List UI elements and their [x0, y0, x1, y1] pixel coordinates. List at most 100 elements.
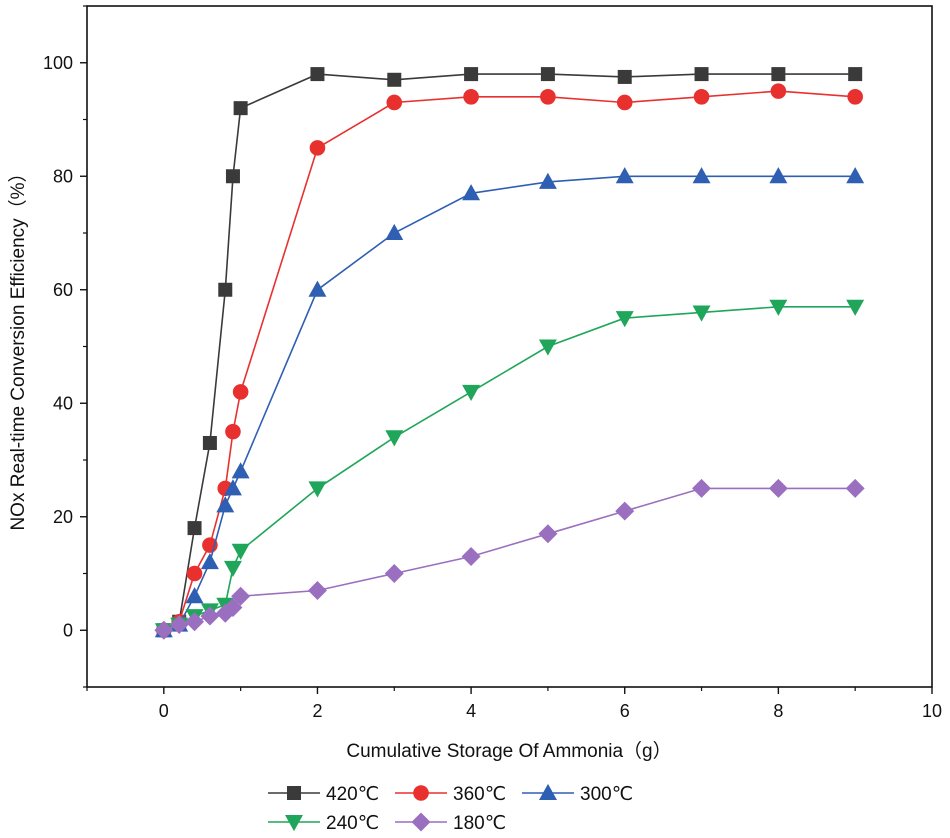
legend-label: 360℃: [453, 784, 506, 805]
data-point: [307, 581, 327, 601]
data-point: [463, 89, 479, 105]
data-point: [538, 524, 558, 544]
data-point: [225, 169, 240, 184]
data-point: [462, 184, 481, 201]
legend-label: 240℃: [326, 813, 379, 834]
series-2: [154, 167, 865, 638]
y-tick-label: 60: [53, 280, 73, 300]
y-tick-label: 40: [53, 393, 73, 413]
legend-marker: [285, 815, 303, 832]
x-tick-label: 10: [922, 701, 942, 721]
legend-item: 300℃: [522, 783, 633, 805]
legend-label: 420℃: [326, 784, 379, 805]
data-point: [848, 67, 863, 82]
data-point: [693, 89, 710, 105]
legend-marker: [411, 812, 431, 832]
data-point: [540, 89, 556, 105]
data-point: [846, 167, 865, 184]
y-tick-label: 20: [53, 507, 73, 527]
data-point: [692, 167, 711, 184]
data-point: [231, 543, 250, 560]
series-4: [154, 478, 865, 640]
data-point: [462, 384, 481, 402]
data-point: [233, 101, 248, 116]
series-1: [156, 83, 863, 639]
legend: 420℃ 360℃ 300℃ 240℃ 180℃: [268, 783, 633, 834]
series-line: [163, 487, 856, 632]
legend-label: 300℃: [580, 784, 633, 805]
data-point: [384, 564, 404, 583]
data-point: [185, 587, 204, 604]
legend-label: 180℃: [453, 813, 506, 834]
series-line: [163, 90, 856, 631]
data-point: [309, 140, 326, 156]
data-point: [223, 598, 243, 618]
data-point: [231, 462, 250, 479]
x-tick-label: 4: [466, 701, 476, 721]
plot-frame: [86, 5, 933, 688]
series-line: [163, 175, 856, 632]
x-tick-label: 0: [159, 701, 169, 721]
data-point: [186, 565, 203, 582]
data-point: [218, 282, 233, 297]
x-tick-label: 2: [312, 701, 322, 721]
data-point: [308, 280, 327, 297]
data-point: [185, 612, 205, 632]
y-tick-label: 0: [63, 620, 73, 640]
legend-marker: [413, 785, 429, 801]
data-point: [768, 478, 788, 498]
data-point: [308, 481, 327, 498]
legend-item: 180℃: [395, 812, 506, 834]
series-3: [154, 299, 865, 640]
data-point: [769, 299, 788, 316]
data-point: [538, 172, 557, 189]
plot-frame-layer: [86, 5, 933, 688]
legend-item: 240℃: [268, 813, 379, 834]
data-point: [538, 339, 557, 356]
y-tick-label: 80: [53, 166, 73, 186]
data-point: [769, 167, 788, 184]
data-point: [187, 521, 202, 536]
legend-marker: [539, 783, 557, 800]
data-point: [385, 223, 404, 240]
data-point: [223, 479, 242, 496]
data-point: [225, 423, 241, 440]
data-point: [616, 94, 633, 111]
data-point: [387, 72, 402, 87]
data-point: [154, 620, 174, 640]
data-point: [692, 305, 711, 322]
series-0: [156, 67, 863, 638]
data-point: [615, 167, 634, 184]
data-point: [464, 67, 479, 82]
data-point: [615, 311, 634, 328]
data-point: [771, 67, 786, 82]
x-axis-label: Cumulative Storage Of Ammonia（g）: [346, 740, 671, 762]
series-line: [163, 73, 856, 631]
data-point: [169, 615, 189, 635]
x-tick-label: 6: [620, 701, 630, 721]
data-point: [200, 552, 219, 570]
data-point: [847, 89, 863, 105]
data-point: [231, 586, 251, 606]
data-point: [692, 478, 712, 498]
data-point: [385, 430, 404, 447]
data-point: [232, 384, 249, 400]
y-tick-label: 100: [43, 53, 73, 73]
legend-item: 420℃: [268, 784, 379, 805]
data-point: [310, 67, 325, 82]
data-point: [200, 606, 220, 626]
data-point: [845, 478, 865, 498]
series-line: [163, 305, 856, 632]
data-point: [617, 69, 632, 84]
data-point: [846, 299, 865, 316]
data-point: [461, 546, 481, 566]
data-point: [223, 560, 242, 577]
data-point: [770, 83, 787, 99]
legend-marker: [287, 786, 301, 800]
data-point: [386, 94, 403, 111]
data-point: [202, 435, 217, 450]
series-layer: [154, 67, 865, 640]
data-point: [615, 501, 635, 521]
